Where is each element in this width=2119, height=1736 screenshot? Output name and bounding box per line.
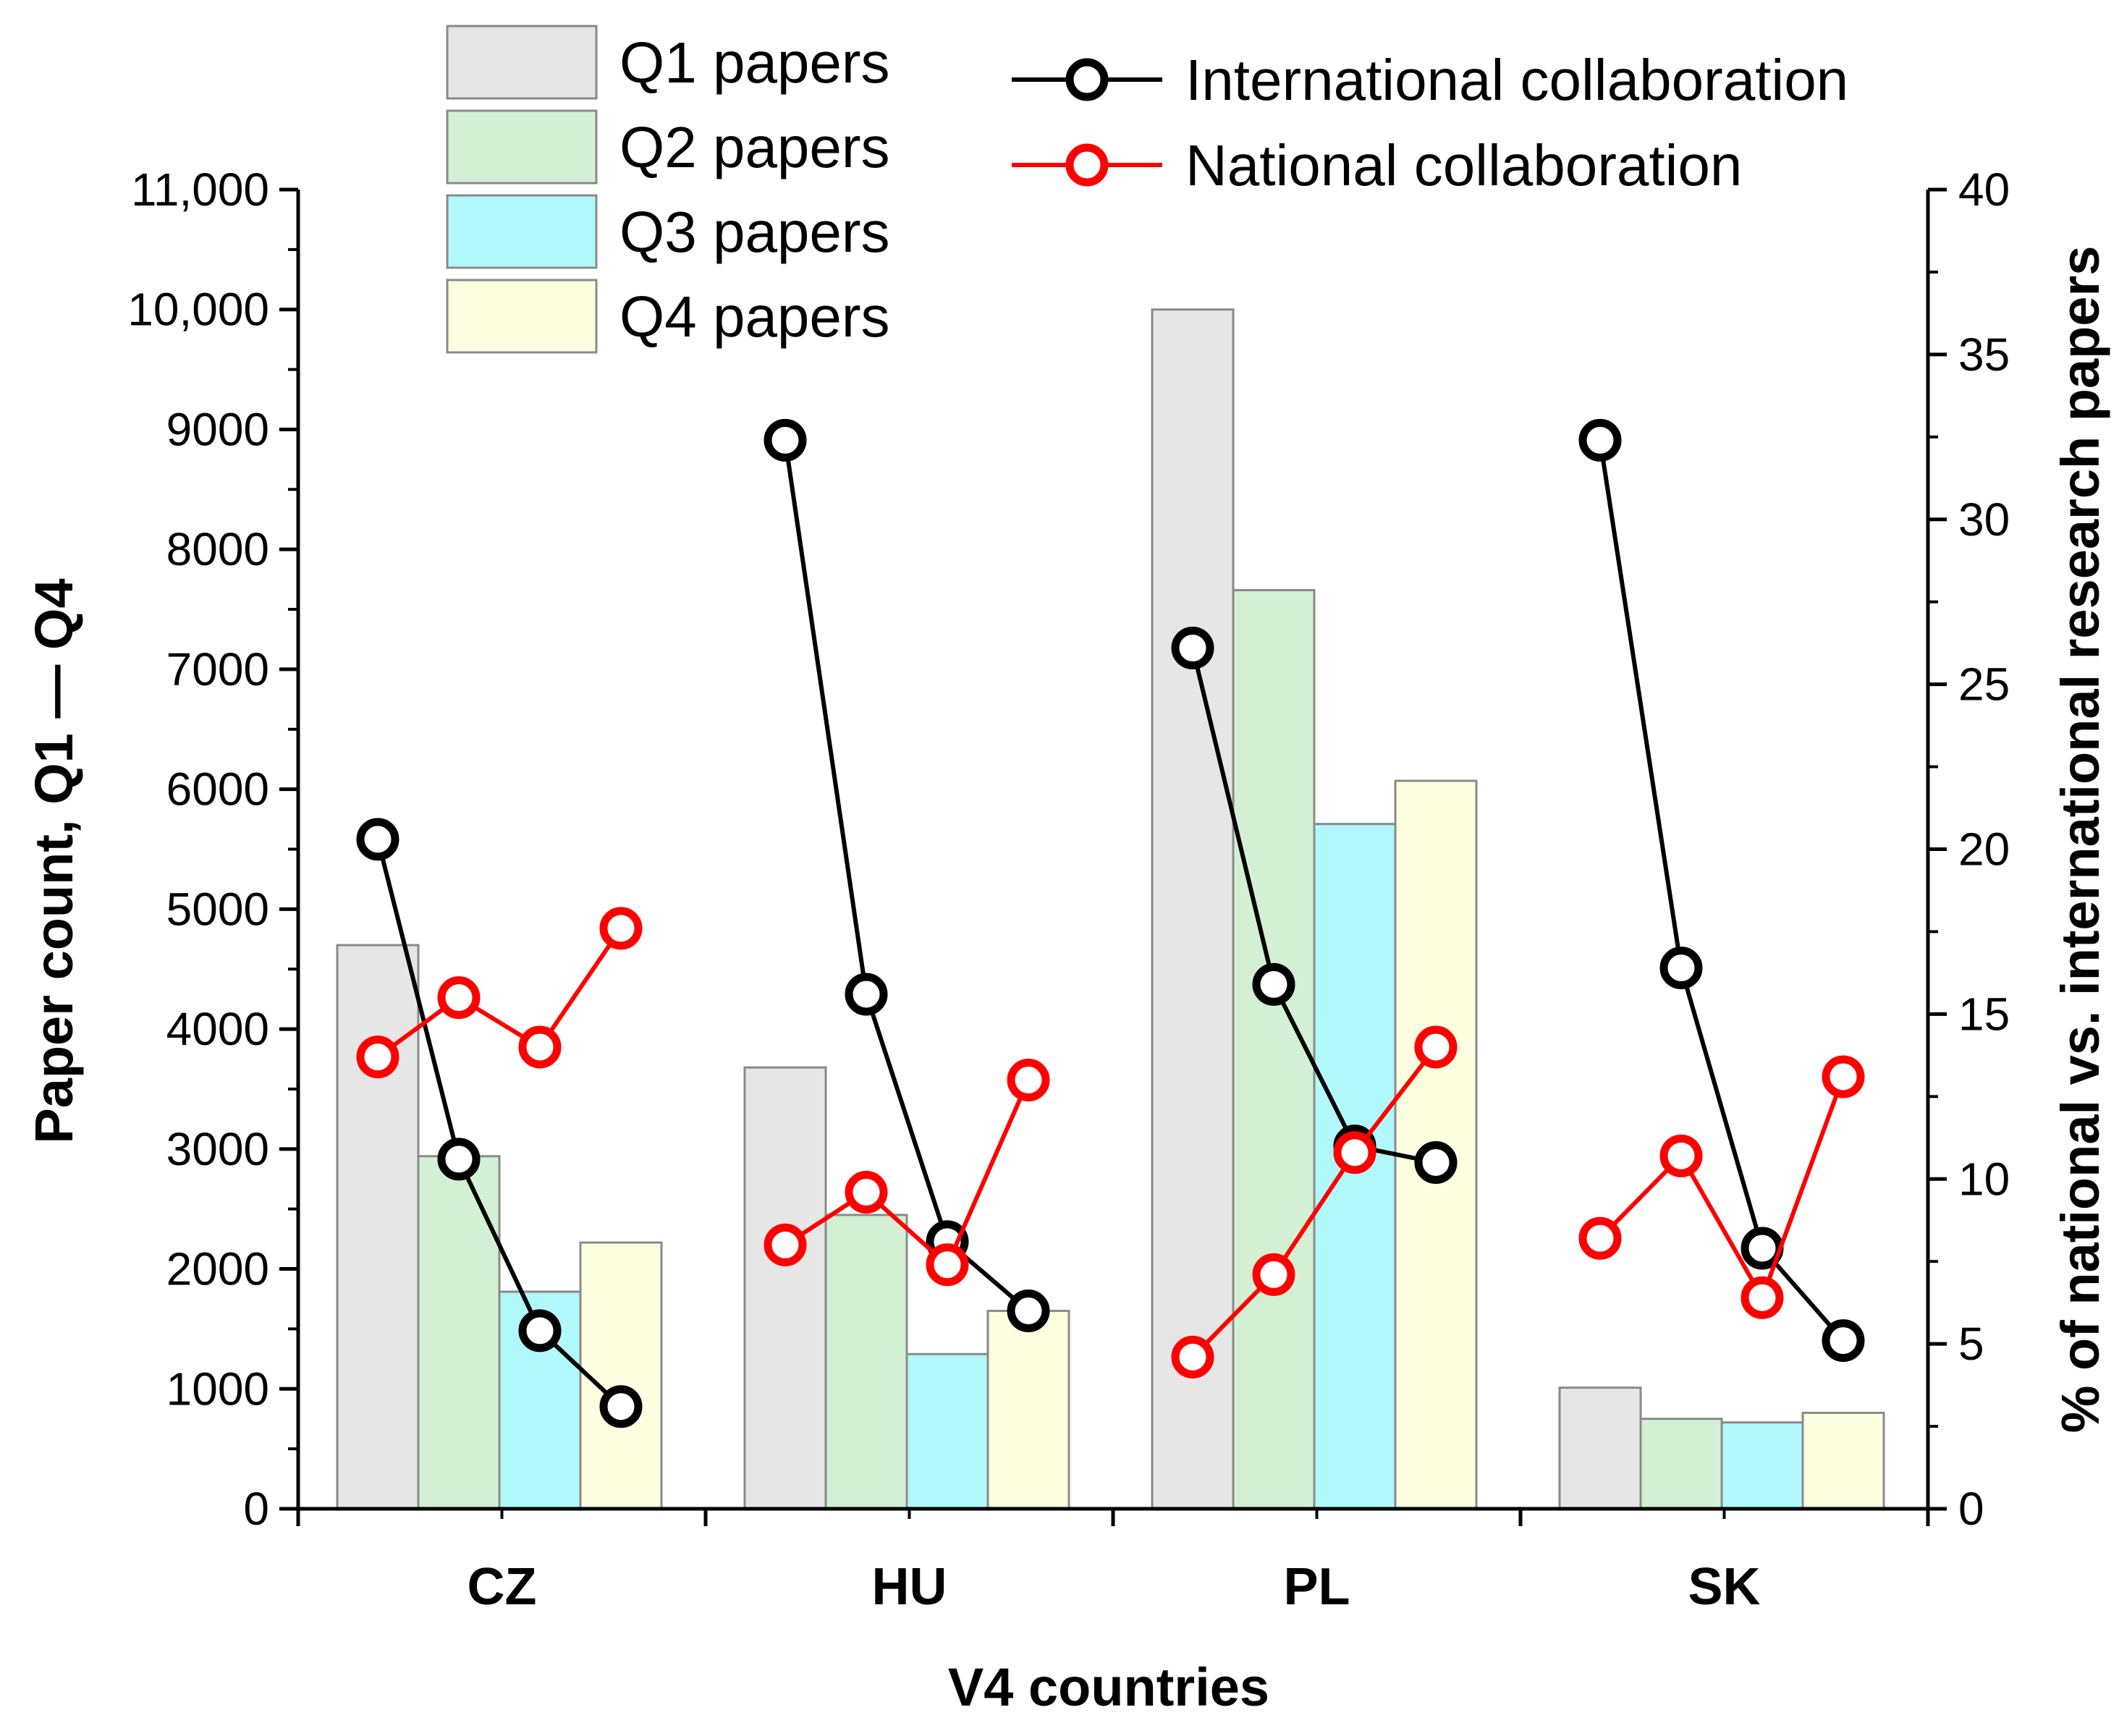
point-national-pl-q1 bbox=[1171, 1335, 1214, 1379]
legend-label-international: International collaboration bbox=[1185, 48, 1848, 112]
point-national-hu-q3 bbox=[926, 1243, 969, 1287]
point-national-cz-q2 bbox=[437, 976, 481, 1020]
line-national-sk bbox=[1598, 1075, 1845, 1303]
legend-label-national: National collaboration bbox=[1185, 133, 1742, 198]
y2-tick-label: 40 bbox=[1958, 164, 2010, 216]
bar-pl-q2 bbox=[1232, 589, 1316, 1510]
point-international-pl-q1 bbox=[1171, 626, 1214, 669]
point-international-cz-q4 bbox=[599, 1385, 643, 1428]
bar-sk-q1 bbox=[1558, 1386, 1642, 1510]
y2-tick-label: 25 bbox=[1958, 659, 2010, 711]
point-international-hu-q1 bbox=[764, 418, 807, 462]
bar-hu-q1 bbox=[743, 1066, 827, 1510]
y-tick-label: 3000 bbox=[166, 1123, 269, 1175]
point-international-cz-q2 bbox=[437, 1138, 481, 1181]
point-national-sk-q1 bbox=[1578, 1216, 1622, 1260]
x-tick-label-sk: SK bbox=[1688, 1558, 1760, 1616]
y-tick-label: 0 bbox=[243, 1483, 269, 1535]
legend-swatch-q2 bbox=[446, 109, 598, 185]
bar-sk-q2 bbox=[1639, 1418, 1723, 1510]
y-tick-label: 11,000 bbox=[131, 164, 269, 216]
point-national-pl-q3 bbox=[1333, 1131, 1376, 1174]
point-international-sk-q1 bbox=[1578, 418, 1622, 462]
y-tick-label: 8000 bbox=[166, 523, 269, 575]
y-axis-label: Paper count, Q1 — Q4 bbox=[24, 578, 84, 1143]
y2-tick-label: 20 bbox=[1958, 823, 2010, 876]
legend-swatch-q3 bbox=[446, 194, 598, 269]
point-international-cz-q3 bbox=[518, 1309, 562, 1352]
point-national-cz-q4 bbox=[599, 907, 643, 950]
lines-layer bbox=[356, 418, 1865, 1428]
legend-marker-international bbox=[1065, 58, 1109, 101]
bar-hu-q4 bbox=[986, 1310, 1070, 1510]
line-national-pl bbox=[1190, 1046, 1438, 1359]
legend-label-q4: Q4 papers bbox=[619, 284, 890, 349]
point-national-hu-q2 bbox=[845, 1170, 888, 1214]
point-national-cz-q3 bbox=[518, 1025, 562, 1069]
point-national-sk-q2 bbox=[1659, 1134, 1703, 1177]
point-national-hu-q1 bbox=[764, 1223, 807, 1266]
bar-cz-q2 bbox=[417, 1155, 501, 1510]
y-tick-label: 10,000 bbox=[127, 284, 269, 336]
bar-cz-q1 bbox=[336, 944, 420, 1510]
bar-hu-q3 bbox=[905, 1352, 989, 1510]
legend-marker-national bbox=[1065, 143, 1109, 187]
axes-layer: 0 1000 2000 3000 4000 5000 6000 7000 8000 9000 10,… bbox=[127, 164, 2010, 1616]
point-international-sk-q4 bbox=[1822, 1319, 1865, 1363]
point-national-sk-q3 bbox=[1741, 1276, 1784, 1319]
y-tick-label: 9000 bbox=[166, 403, 269, 455]
x-tick-label-cz: CZ bbox=[468, 1558, 537, 1616]
y2-tick-label: 10 bbox=[1958, 1153, 2010, 1205]
bar-sk-q3 bbox=[1720, 1421, 1804, 1510]
x-tick-label-pl: PL bbox=[1283, 1558, 1350, 1616]
bar-sk-q4 bbox=[1801, 1411, 1885, 1510]
legend-swatch-q4 bbox=[446, 279, 598, 354]
point-national-cz-q1 bbox=[356, 1036, 399, 1079]
y2-tick-label: 35 bbox=[1958, 329, 2010, 381]
bar-pl-q1 bbox=[1151, 308, 1235, 1510]
bar-hu-q2 bbox=[824, 1214, 908, 1510]
legend-label-q2: Q2 papers bbox=[619, 115, 890, 179]
y2-tick-label: 15 bbox=[1958, 988, 2010, 1040]
line-international-pl bbox=[1190, 647, 1437, 1165]
y2-tick-label: 30 bbox=[1958, 494, 2010, 546]
line-national-hu bbox=[784, 1079, 1031, 1269]
y2-tick-label: 0 bbox=[1958, 1483, 1984, 1535]
y-tick-label: 7000 bbox=[166, 643, 269, 695]
point-international-pl-q4 bbox=[1414, 1140, 1458, 1184]
point-international-pl-q2 bbox=[1252, 962, 1295, 1006]
point-national-hu-q4 bbox=[1007, 1059, 1050, 1102]
point-international-cz-q1 bbox=[356, 818, 399, 861]
point-national-pl-q2 bbox=[1252, 1253, 1295, 1296]
line-international-cz bbox=[376, 839, 623, 1408]
legend-label-q3: Q3 papers bbox=[619, 200, 890, 264]
legend-layer: Q1 papers Q2 papers Q3 papers Q4 papers Inte… bbox=[446, 25, 1848, 354]
point-international-hu-q2 bbox=[845, 973, 888, 1016]
bar-cz-q4 bbox=[579, 1241, 663, 1510]
x-tick-label-hu: HU bbox=[872, 1558, 947, 1616]
point-international-hu-q4 bbox=[1007, 1290, 1050, 1333]
bars-layer bbox=[336, 308, 1885, 1510]
y-tick-label: 5000 bbox=[166, 883, 269, 935]
point-international-sk-q2 bbox=[1659, 947, 1703, 990]
legend-label-q1: Q1 papers bbox=[619, 30, 890, 95]
y2-axis-label: % of national vs. international research… bbox=[2050, 246, 2110, 1434]
x-axis-label: V4 countries bbox=[948, 1657, 1269, 1717]
y-tick-label: 6000 bbox=[166, 763, 269, 816]
line-international-sk bbox=[1598, 439, 1845, 1342]
line-national-cz bbox=[376, 927, 623, 1059]
y-tick-label: 2000 bbox=[166, 1243, 269, 1295]
point-national-pl-q4 bbox=[1414, 1025, 1458, 1069]
point-national-sk-q4 bbox=[1822, 1055, 1865, 1098]
line-international-hu bbox=[783, 439, 1030, 1313]
y2-tick-label: 5 bbox=[1958, 1318, 1984, 1370]
legend-swatch-q1 bbox=[446, 25, 598, 100]
y-tick-label: 4000 bbox=[166, 1003, 269, 1055]
y-tick-label: 1000 bbox=[166, 1363, 269, 1415]
